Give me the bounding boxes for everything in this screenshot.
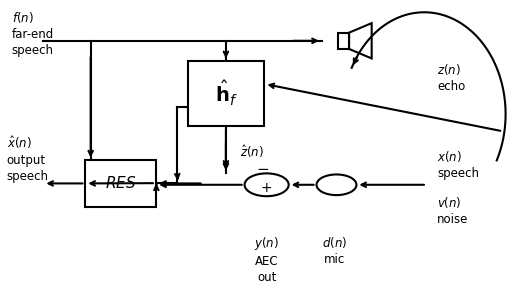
- Text: $\hat{\mathbf{h}}_f$: $\hat{\mathbf{h}}_f$: [214, 79, 237, 108]
- Bar: [188, 61, 264, 126]
- Bar: [86, 160, 156, 206]
- Text: −: −: [256, 162, 269, 178]
- Text: $x(n)$
speech: $x(n)$ speech: [437, 149, 479, 180]
- Text: $z(n)$
echo: $z(n)$ echo: [437, 62, 466, 93]
- Bar: [337, 33, 349, 49]
- Text: $\hat{x}(n)$
output
speech: $\hat{x}(n)$ output speech: [7, 135, 49, 183]
- Text: $d(n)$
mic: $d(n)$ mic: [323, 235, 347, 266]
- Text: $RES$: $RES$: [105, 175, 137, 192]
- Text: +: +: [261, 180, 272, 194]
- Text: $f(n)$
far-end
speech: $f(n)$ far-end speech: [12, 10, 54, 57]
- Text: $v(n)$
noise: $v(n)$ noise: [437, 195, 469, 226]
- Text: $y(n)$
AEC
out: $y(n)$ AEC out: [254, 235, 279, 284]
- Text: $\hat{z}(n)$: $\hat{z}(n)$: [240, 143, 264, 160]
